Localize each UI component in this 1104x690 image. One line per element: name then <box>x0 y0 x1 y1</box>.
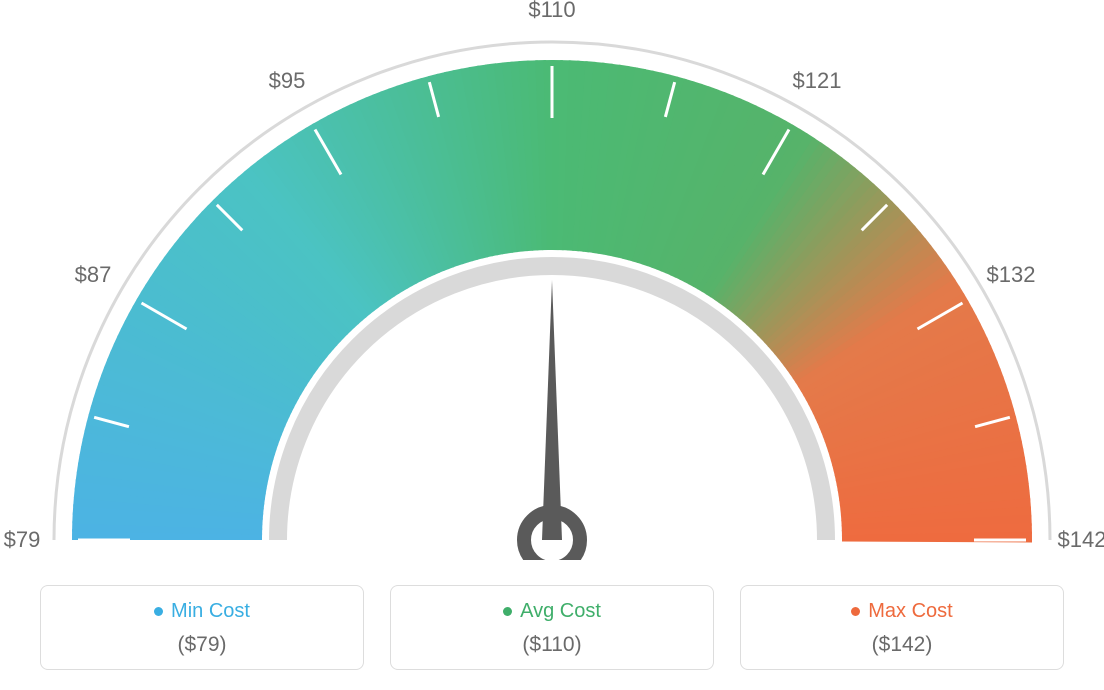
gauge-tick-label: $95 <box>269 68 306 94</box>
legend-dot-avg <box>503 607 512 616</box>
legend-value-avg: ($110) <box>401 633 703 657</box>
legend-label-min: Min Cost <box>171 600 250 623</box>
gauge-tick-label: $132 <box>987 262 1036 288</box>
gauge-tick-label: $79 <box>4 527 41 553</box>
legend-dot-max <box>851 607 860 616</box>
legend-box-min: Min Cost ($79) <box>40 585 364 670</box>
legend-box-avg: Avg Cost ($110) <box>390 585 714 670</box>
gauge-svg <box>0 0 1104 560</box>
gauge-container: $79 $87 $95 $110 $121 $132 $142 <box>0 0 1104 560</box>
gauge-tick-label: $87 <box>75 262 112 288</box>
legend-value-min: ($79) <box>51 633 353 657</box>
gauge-tick-label: $121 <box>793 68 842 94</box>
legend-title-max: Max Cost <box>851 600 952 623</box>
legend-box-max: Max Cost ($142) <box>740 585 1064 670</box>
legend-title-avg: Avg Cost <box>503 600 601 623</box>
legend-title-min: Min Cost <box>154 600 250 623</box>
gauge-tick-label: $110 <box>528 0 575 23</box>
legend-dot-min <box>154 607 163 616</box>
gauge-tick-label: $142 <box>1058 527 1104 553</box>
legend-label-max: Max Cost <box>868 600 952 623</box>
legend-label-avg: Avg Cost <box>520 600 601 623</box>
legend-value-max: ($142) <box>751 633 1053 657</box>
legend: Min Cost ($79) Avg Cost ($110) Max Cost … <box>40 585 1064 670</box>
